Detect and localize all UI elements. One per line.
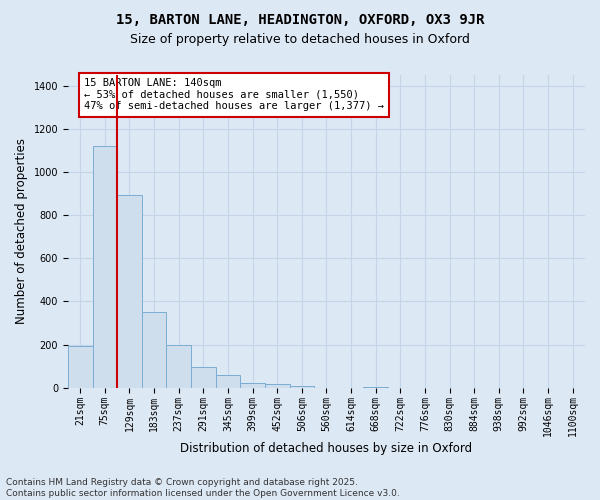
Bar: [142, 312, 166, 388]
Bar: [68, 346, 92, 388]
Bar: [240, 384, 265, 388]
Bar: [191, 367, 215, 388]
Text: 15, BARTON LANE, HEADINGTON, OXFORD, OX3 9JR: 15, BARTON LANE, HEADINGTON, OXFORD, OX3…: [116, 12, 484, 26]
Bar: [166, 345, 191, 388]
Bar: [92, 146, 117, 388]
Text: Contains HM Land Registry data © Crown copyright and database right 2025.
Contai: Contains HM Land Registry data © Crown c…: [6, 478, 400, 498]
Text: Size of property relative to detached houses in Oxford: Size of property relative to detached ho…: [130, 32, 470, 46]
Text: 15 BARTON LANE: 140sqm
← 53% of detached houses are smaller (1,550)
47% of semi-: 15 BARTON LANE: 140sqm ← 53% of detached…: [84, 78, 384, 112]
Bar: [364, 386, 388, 388]
Y-axis label: Number of detached properties: Number of detached properties: [15, 138, 28, 324]
Bar: [265, 384, 290, 388]
Bar: [290, 386, 314, 388]
Bar: [215, 376, 240, 388]
Bar: [117, 195, 142, 388]
X-axis label: Distribution of detached houses by size in Oxford: Distribution of detached houses by size …: [181, 442, 473, 455]
